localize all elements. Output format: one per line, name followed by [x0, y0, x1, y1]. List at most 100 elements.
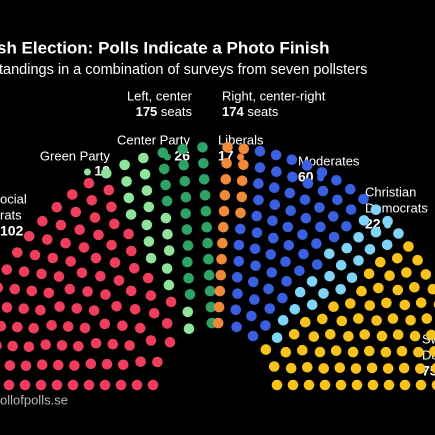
seat	[60, 237, 71, 249]
seat	[18, 303, 30, 315]
seat	[106, 239, 117, 251]
seat	[64, 283, 76, 295]
legend-dot	[237, 153, 245, 161]
seat	[11, 321, 23, 333]
seat	[251, 227, 263, 238]
seat	[249, 294, 260, 305]
seat	[160, 179, 171, 191]
seat	[83, 177, 95, 189]
seat	[220, 174, 232, 185]
seat	[381, 297, 392, 309]
seat	[264, 303, 276, 314]
seat	[83, 379, 95, 391]
seat	[328, 211, 339, 222]
seat	[124, 340, 135, 351]
seat	[134, 322, 146, 334]
seat	[90, 338, 102, 349]
seat	[197, 142, 208, 153]
seat	[328, 231, 340, 243]
party-name: Moderates	[298, 153, 360, 168]
seat	[236, 175, 248, 187]
seat	[138, 152, 149, 164]
seat	[129, 262, 140, 274]
seat	[350, 363, 362, 374]
seat	[277, 315, 289, 326]
seat	[303, 379, 315, 391]
party-name: Christian	[365, 184, 416, 199]
seat	[0, 320, 7, 332]
seat	[324, 248, 335, 260]
seat	[177, 143, 188, 155]
seat	[358, 215, 370, 226]
seat	[280, 256, 291, 268]
seat	[76, 267, 88, 279]
seat	[101, 358, 113, 370]
seat	[53, 359, 64, 371]
seat	[204, 285, 216, 297]
seat	[53, 271, 65, 282]
seat	[161, 195, 173, 207]
seat	[253, 178, 264, 189]
seat	[157, 147, 169, 159]
seat	[415, 297, 427, 309]
seat	[145, 290, 157, 301]
seat	[324, 270, 335, 282]
seat	[36, 268, 47, 280]
seat	[232, 288, 243, 300]
seat	[203, 269, 215, 281]
seat	[95, 270, 106, 282]
group-total: 175 seats	[136, 104, 193, 119]
seat	[0, 341, 2, 350]
seat	[36, 359, 48, 371]
seat	[429, 346, 435, 357]
seat	[294, 286, 306, 298]
seat	[56, 340, 68, 351]
seat	[213, 301, 225, 313]
group-seats: 174	[222, 104, 244, 119]
group-unit: seats	[247, 104, 279, 119]
seat	[233, 255, 245, 267]
seat	[247, 330, 259, 342]
seat	[306, 299, 318, 311]
seat	[62, 321, 74, 332]
seat	[235, 223, 246, 235]
seat	[162, 229, 173, 240]
seat	[254, 162, 266, 173]
seat	[427, 283, 435, 295]
seat	[117, 359, 129, 371]
seat	[302, 178, 314, 189]
seat	[141, 185, 153, 196]
seat	[356, 285, 367, 297]
seat	[285, 205, 297, 216]
seat	[51, 379, 63, 391]
seat	[311, 259, 323, 270]
seat	[387, 313, 399, 324]
seat	[271, 332, 283, 344]
seat	[263, 283, 274, 295]
seat	[367, 379, 379, 391]
seat	[139, 169, 151, 180]
seat	[364, 300, 376, 311]
seat	[106, 201, 117, 213]
seat	[232, 272, 243, 283]
seat	[28, 322, 39, 334]
seat	[268, 232, 279, 244]
seat	[288, 329, 300, 340]
seat	[353, 313, 364, 324]
seat	[71, 303, 83, 314]
seat	[405, 315, 416, 326]
seat	[69, 360, 80, 371]
seat	[214, 285, 226, 297]
seat	[328, 301, 339, 313]
seat	[325, 329, 336, 340]
seat	[143, 201, 155, 213]
seat	[142, 272, 154, 284]
seat	[376, 330, 388, 342]
seat	[152, 356, 163, 368]
seat	[67, 189, 78, 200]
seat	[113, 275, 125, 286]
seat	[345, 183, 356, 195]
seat	[78, 242, 90, 253]
seat	[101, 168, 112, 179]
